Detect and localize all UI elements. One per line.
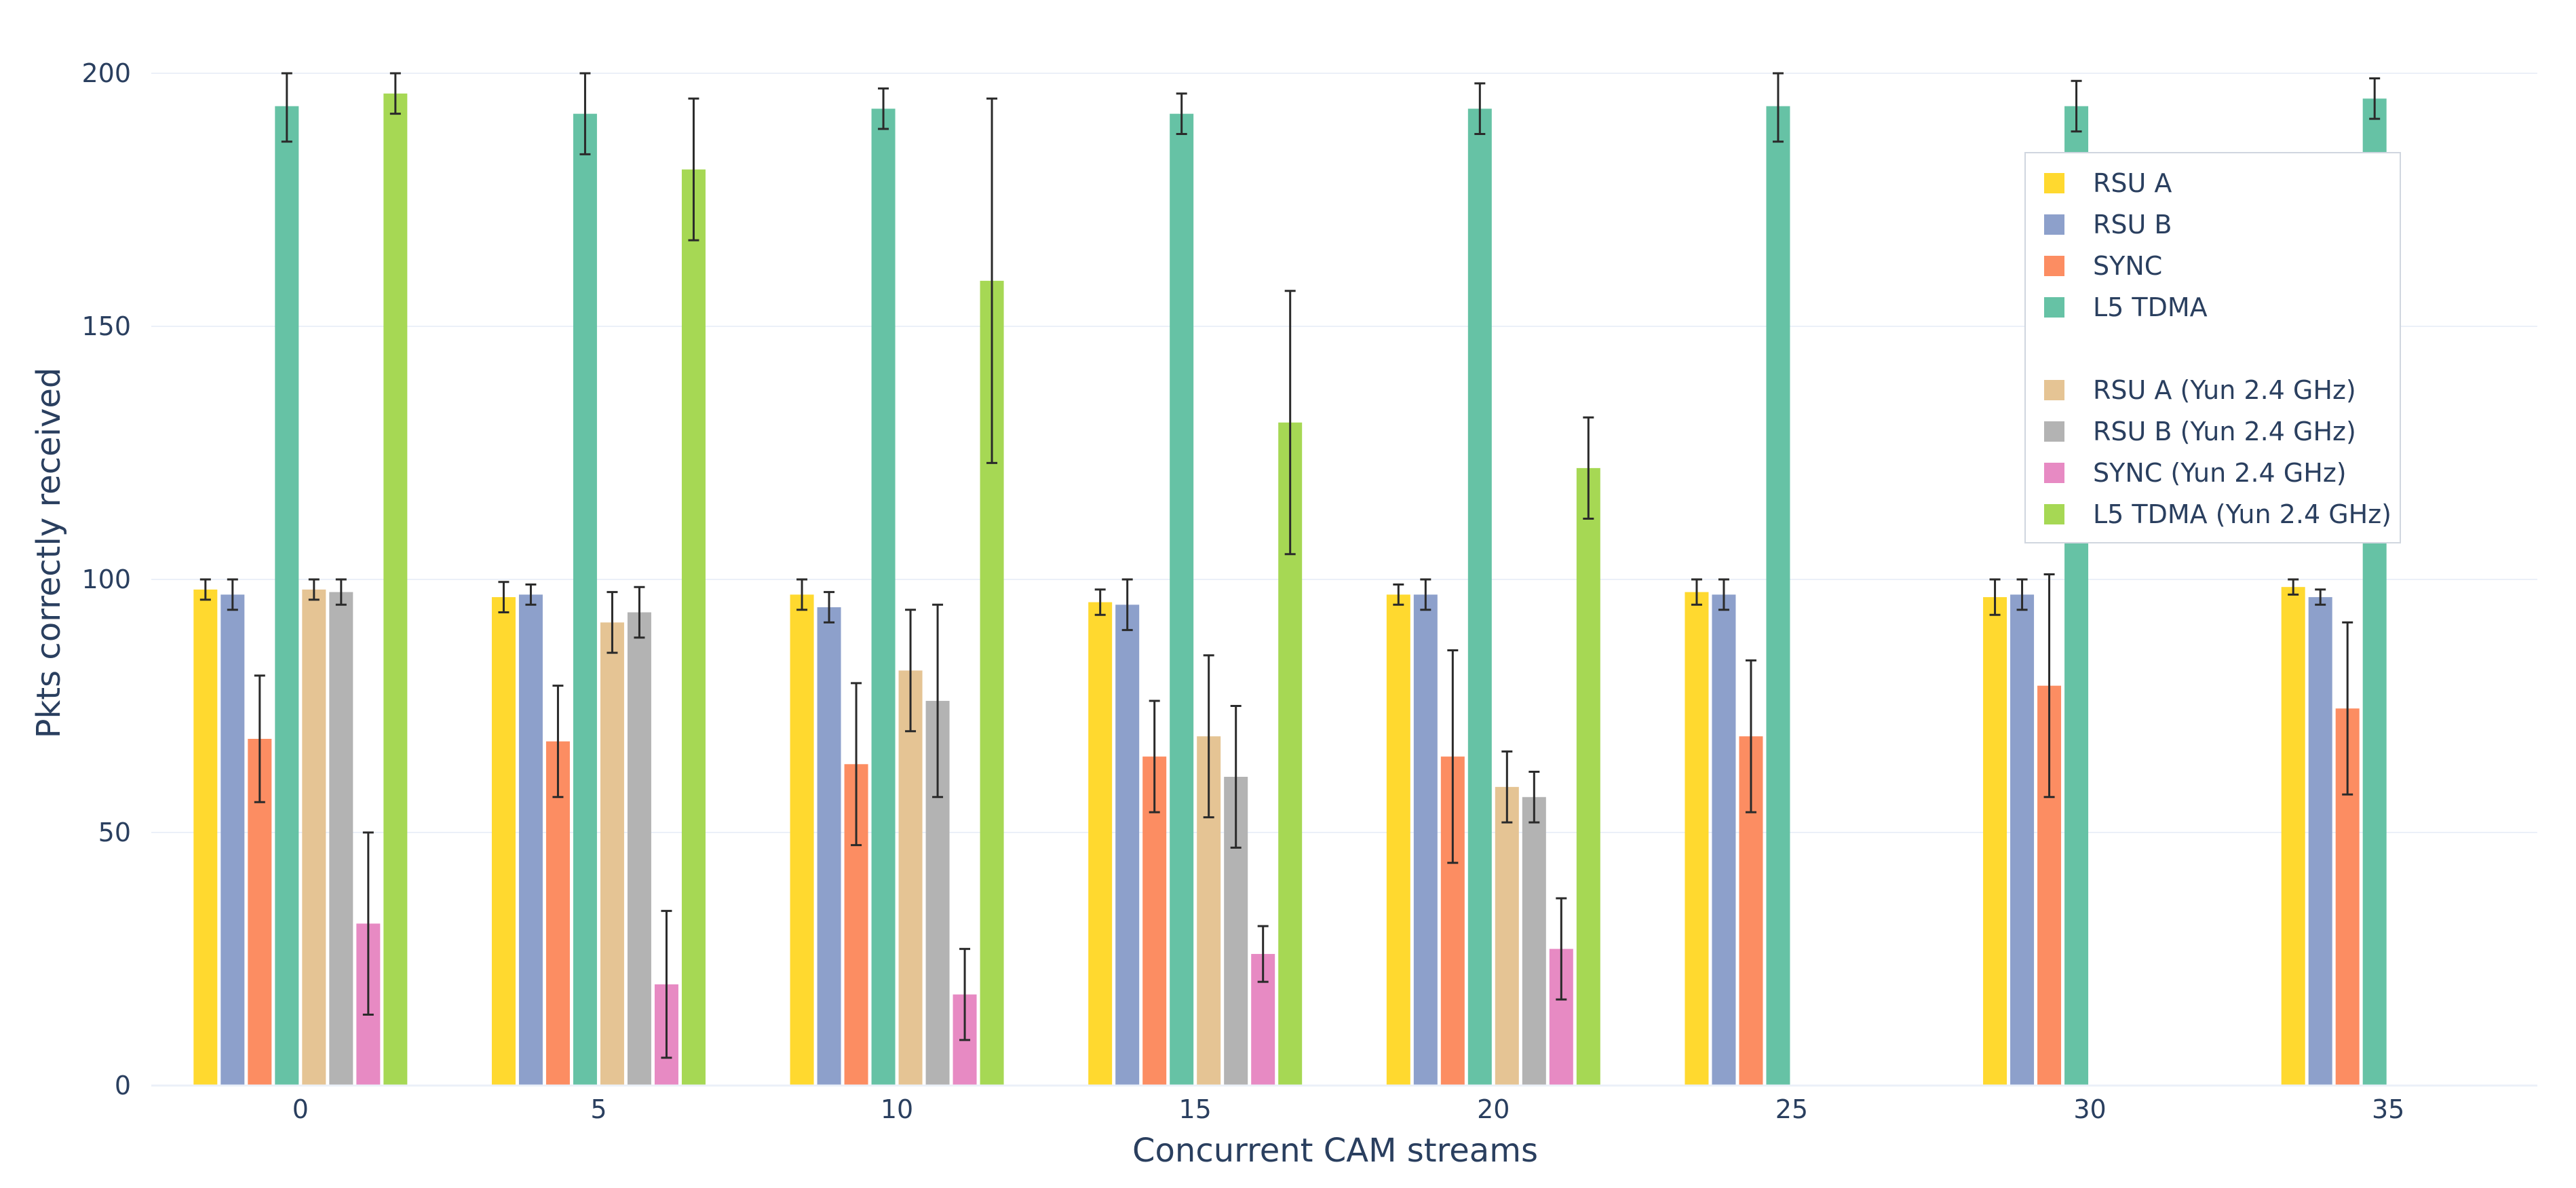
bar: [2010, 594, 2035, 1086]
x-tick-label: 25: [1775, 1094, 1808, 1124]
y-tick-label: 0: [115, 1071, 131, 1100]
bar: [545, 741, 570, 1086]
legend-label: RSU B (Yun 2.4 GHz): [2093, 417, 2356, 446]
bar: [1766, 106, 1790, 1086]
bar: [1983, 597, 2007, 1086]
legend: RSU A RSU B SYNC L5 TDMA RSU A (Yun 2.4 GHz)…: [2024, 152, 2401, 543]
bar: [1712, 594, 1736, 1086]
legend-label: RSU A: [2093, 168, 2172, 198]
legend-swatch: [2044, 297, 2064, 318]
bar: [302, 589, 326, 1086]
bar: [817, 607, 841, 1086]
bar: [383, 93, 408, 1086]
bar: [2308, 597, 2332, 1086]
y-tick-label: 100: [81, 564, 131, 594]
x-tick-label: 35: [2372, 1094, 2404, 1124]
y-axis-title: Pkts correctly received: [30, 368, 68, 739]
x-tick-label: 0: [292, 1094, 309, 1124]
axes: 0 50 100 150 200 0 5 10 15 20 25 30 35: [81, 58, 2537, 1124]
x-tick-label: 5: [590, 1094, 607, 1124]
bar: [790, 594, 814, 1086]
x-tick-label: 30: [2073, 1094, 2106, 1124]
legend-swatch: [2044, 173, 2064, 193]
legend-label: L5 TDMA: [2093, 292, 2208, 322]
bar: [1088, 602, 1113, 1086]
error-bars: [199, 72, 2381, 1059]
legend-label: L5 TDMA (Yun 2.4 GHz): [2093, 499, 2391, 529]
bar: [1685, 592, 1709, 1086]
legend-label: RSU B: [2093, 210, 2172, 239]
bar: [1576, 467, 1600, 1086]
bar: [1413, 594, 1438, 1086]
x-tick-label: 20: [1477, 1094, 1510, 1124]
bar: [1386, 594, 1410, 1086]
bar: [1522, 797, 1546, 1086]
bar: [627, 612, 651, 1086]
legend-label: RSU A (Yun 2.4 GHz): [2093, 375, 2356, 405]
bar: [871, 109, 896, 1086]
legend-swatch: [2044, 380, 2064, 400]
x-tick-label: 15: [1179, 1094, 1212, 1124]
legend-swatch: [2044, 463, 2064, 483]
bar: [681, 169, 706, 1086]
y-tick-label: 50: [98, 818, 131, 847]
bar: [2281, 587, 2305, 1086]
y-tick-label: 200: [81, 58, 131, 88]
legend-label: SYNC: [2093, 251, 2162, 281]
bar: [491, 597, 516, 1086]
legend-label: SYNC (Yun 2.4 GHz): [2093, 458, 2347, 488]
x-tick-label: 10: [881, 1094, 913, 1124]
bar: [329, 592, 353, 1086]
legend-swatch: [2044, 256, 2064, 276]
legend-swatch: [2044, 421, 2064, 442]
x-axis-title: Concurrent CAM streams: [1132, 1132, 1538, 1170]
bars: [193, 93, 2387, 1086]
bar: [1467, 109, 1492, 1086]
legend-swatch: [2044, 214, 2064, 235]
legend-swatch: [2044, 504, 2064, 524]
bar: [275, 106, 299, 1086]
bar: [600, 622, 624, 1086]
legend-box: [2024, 152, 2401, 543]
bar: [1170, 113, 1194, 1086]
bar: [220, 594, 245, 1086]
bar: [193, 589, 218, 1086]
bar: [518, 594, 543, 1086]
bar: [573, 113, 597, 1086]
bar: [1495, 786, 1519, 1086]
bar: [1115, 605, 1140, 1086]
y-tick-label: 150: [81, 311, 131, 341]
bar: [898, 670, 923, 1086]
gridlines: [151, 73, 2537, 833]
